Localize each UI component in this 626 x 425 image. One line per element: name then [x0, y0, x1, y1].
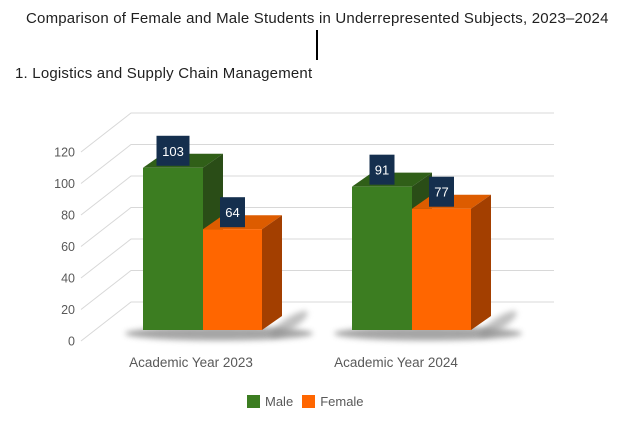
male-series-swatch-icon [247, 395, 260, 408]
y-tick-label: 80 [61, 209, 75, 223]
value-label-box [429, 176, 454, 207]
gridline [80, 112, 554, 153]
value-label: 103 [162, 144, 184, 159]
legend-item-female: Female [302, 394, 364, 409]
legend-label-female: Female [320, 394, 364, 409]
bar-shadow [270, 311, 308, 337]
y-tick-label: 100 [54, 177, 75, 191]
female-series-swatch-icon [302, 395, 316, 408]
bar-side-female [471, 194, 491, 330]
bar-shadow [479, 311, 517, 337]
y-tick-label: 0 [68, 335, 75, 349]
value-label-box [156, 135, 190, 166]
bar-side-female [262, 215, 282, 330]
value-label: 91 [375, 163, 389, 178]
page-title[interactable]: Comparison of Female and Male Students i… [26, 10, 609, 27]
value-label-box [220, 197, 245, 228]
y-tick-label: 120 [54, 146, 75, 160]
bar-female-2024 [412, 208, 471, 330]
chart-canvas[interactable]: 0 20 40 60 80 100 120 103 64 91 77 Academic Year 20… [0, 96, 626, 420]
category-label: Academic Year 2024 [334, 355, 458, 370]
bar-female-2023 [203, 229, 262, 330]
gridline [80, 144, 554, 184]
text-cursor [316, 30, 318, 60]
y-tick-label: 40 [61, 272, 75, 286]
category-label: Academic Year 2023 [129, 355, 253, 370]
legend-item-male: Male [247, 395, 293, 408]
section-heading[interactable]: 1. Logistics and Supply Chain Management [15, 65, 313, 82]
bar-chart-3d: 0 20 40 60 80 100 120 103 64 91 77 Academic Year 20… [54, 112, 554, 370]
value-label: 77 [434, 185, 448, 200]
y-tick-label: 20 [61, 303, 75, 317]
legend-label-male: Male [265, 394, 294, 409]
bar-male-2024 [352, 186, 412, 330]
value-label: 64 [225, 205, 239, 220]
chart-legend: Male Female [247, 395, 364, 408]
bar-male-2023 [143, 167, 203, 330]
y-tick-label: 60 [61, 240, 75, 254]
value-label-box [369, 154, 395, 185]
